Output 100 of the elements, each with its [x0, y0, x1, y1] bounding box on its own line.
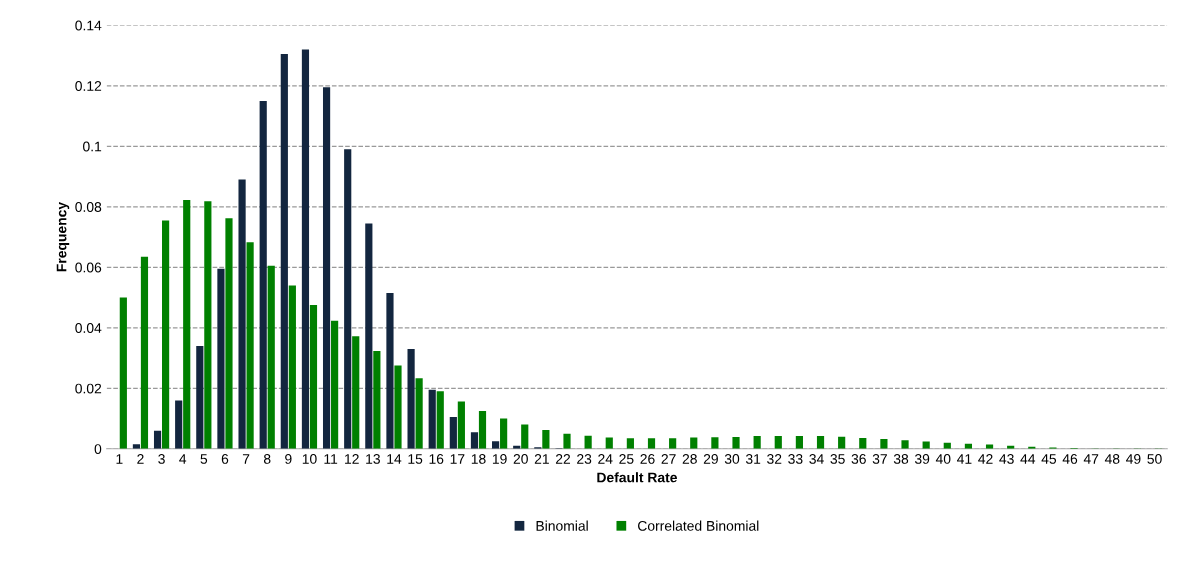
x-tick-label: 20: [513, 454, 528, 464]
bar: [301, 49, 310, 449]
bar: [140, 256, 149, 449]
x-tick-label: 40: [935, 454, 951, 464]
x-tick-label: 5: [200, 454, 208, 464]
bar: [436, 391, 444, 449]
bar: [669, 438, 677, 449]
y-tick-label: 0.12: [75, 81, 102, 91]
x-tick-label: 8: [263, 454, 271, 464]
x-tick-label: 11: [324, 454, 338, 464]
x-tick-label: 9: [285, 454, 292, 464]
x-tick-label: 39: [914, 454, 930, 464]
x-tick-label: 16: [429, 454, 444, 464]
bar: [428, 389, 436, 449]
x-tick-label: 41: [957, 454, 972, 464]
bar: [225, 218, 233, 449]
bar: [415, 378, 423, 449]
x-tick-label: 47: [1083, 454, 1099, 464]
x-tick-label: 45: [1041, 454, 1057, 464]
x-tick-label: 15: [408, 454, 423, 464]
y-tick-label: 0.04: [75, 323, 102, 333]
bar: [331, 320, 339, 449]
bar: [309, 305, 318, 449]
x-tick-label: 30: [724, 454, 740, 464]
bar: [542, 430, 550, 449]
bar: [500, 418, 508, 449]
bar: [394, 365, 402, 449]
x-tick-label: 2: [137, 454, 144, 464]
bar: [457, 401, 465, 449]
bar: [880, 439, 888, 449]
bar: [859, 437, 867, 449]
bar: [288, 285, 296, 449]
x-tick-label: 36: [851, 454, 866, 464]
x-tick-label: 34: [809, 454, 824, 464]
bar: [386, 292, 394, 449]
y-tick-label: 0.14: [75, 20, 102, 31]
x-tick-label: 1: [116, 454, 123, 464]
x-tick-label: 49: [1126, 454, 1141, 464]
x-tick-label: 6: [221, 454, 229, 464]
bar: [521, 424, 529, 449]
bar: [795, 436, 803, 449]
bar: [774, 436, 782, 449]
bar: [584, 435, 592, 449]
bar: [267, 265, 275, 449]
bar: [373, 351, 381, 449]
y-axis-title: Frequency: [56, 201, 70, 272]
bar: [711, 437, 719, 449]
x-tick-label: 24: [598, 454, 613, 464]
bar: [626, 438, 634, 449]
bar: [153, 430, 162, 449]
x-tick-label: 13: [366, 454, 380, 464]
x-tick-label: 48: [1104, 454, 1120, 464]
bar: [647, 438, 656, 449]
y-tick-label: 0.08: [75, 202, 102, 212]
x-tick-label: 44: [1020, 454, 1036, 464]
bar: [753, 436, 761, 449]
x-tick-label: 17: [450, 454, 465, 464]
bar: [449, 417, 457, 449]
y-tick-label: 0.06: [75, 262, 102, 273]
x-tick-label: 35: [830, 454, 845, 464]
bar: [470, 432, 479, 449]
x-tick-label: 31: [745, 454, 761, 464]
bar: [238, 179, 246, 449]
x-tick-label: 27: [661, 454, 676, 464]
x-tick-label: 23: [577, 454, 592, 464]
x-tick-label: 25: [619, 454, 634, 464]
x-tick-label: 19: [492, 454, 507, 464]
bar: [492, 441, 500, 449]
bar: [246, 242, 254, 449]
bar: [407, 348, 415, 449]
bar: [901, 440, 909, 449]
x-tick-label: 32: [767, 454, 782, 464]
bar: [217, 268, 225, 449]
y-tick-label: 0: [94, 444, 102, 454]
x-tick-label: 29: [703, 454, 718, 464]
x-tick-label: 12: [345, 454, 359, 464]
x-tick-label: 18: [471, 454, 486, 464]
x-tick-label: 42: [978, 454, 993, 464]
x-axis-title: Default Rate: [597, 472, 677, 483]
x-tick-label: 26: [640, 454, 655, 464]
bar: [344, 149, 352, 449]
bar: [162, 220, 170, 449]
x-tick-label: 7: [242, 454, 250, 464]
x-tick-label: 3: [158, 454, 165, 464]
x-tick-label: 38: [893, 454, 909, 464]
bar: [563, 433, 571, 449]
y-tick-label: 0.02: [75, 383, 102, 394]
x-tick-label: 37: [872, 454, 887, 464]
bar: [732, 437, 740, 449]
bar: [175, 400, 183, 449]
x-tick-label: 33: [788, 454, 803, 464]
bar: [478, 410, 487, 449]
x-tick-label: 14: [387, 454, 402, 464]
x-tick-label: 4: [179, 454, 187, 464]
x-tick-label: 46: [1062, 454, 1078, 464]
bar: [280, 53, 288, 449]
bar: [183, 200, 191, 449]
x-tick-label: 28: [682, 454, 697, 464]
bar: [816, 436, 825, 449]
legend-label: Binomial: [536, 520, 588, 531]
